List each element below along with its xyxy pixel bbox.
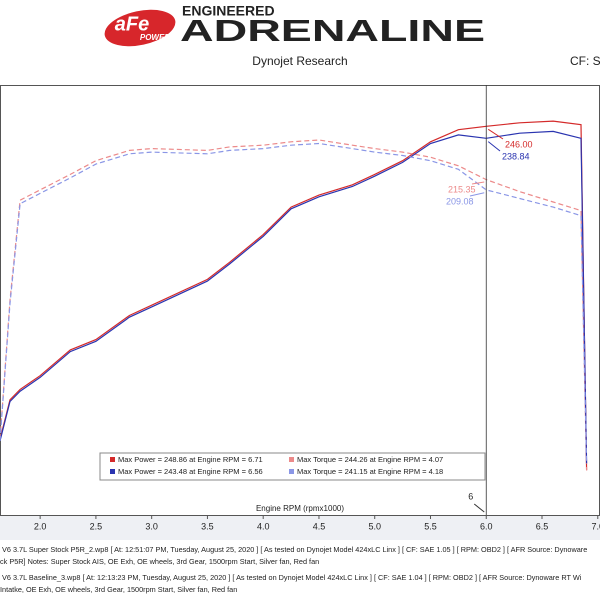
x-tick-label: 2.5 <box>90 521 103 531</box>
legend-label: Max Power = 243.48 at Engine RPM = 6.56 <box>118 467 263 476</box>
torque-line <box>0 139 588 471</box>
x-tick-label: 5.5 <box>424 521 437 531</box>
x-tick-label: 3.5 <box>201 521 214 531</box>
x-axis-label: Engine RPM (rpmx1000) <box>256 504 344 513</box>
logo-badge <box>104 9 176 47</box>
legend-label: Max Torque = 244.26 at Engine RPM = 4.07 <box>297 455 443 464</box>
legend-label: Max Power = 248.86 at Engine RPM = 6.71 <box>118 455 263 464</box>
legend-label: Max Torque = 241.15 at Engine RPM = 4.18 <box>297 467 443 476</box>
cursor-value: 238.84 <box>502 151 530 161</box>
torque-line <box>0 142 588 464</box>
footer: V6 3.7L Super Stock P5R_2.wp8 [ At: 12:5… <box>0 545 587 594</box>
plot: 2.0 2.5 3.0 3.5 4.0 4.5 5.0 5.5 6.0 6.5 7.0 6 246.00… <box>0 85 600 531</box>
axis-band <box>0 515 600 540</box>
tagline-main: ADRENALINE <box>180 13 485 48</box>
footer-line: ck P5R] Notes: Super Stock AIS, OE Exh, … <box>0 557 319 566</box>
footer-line: V6 3.7L Baseline_3.wp8 [ At: 12:13:23 PM… <box>2 573 582 582</box>
tagline-top: ENGINEERED <box>182 3 275 19</box>
x-tick-label: 3.0 <box>145 521 158 531</box>
power-line <box>0 120 588 471</box>
x-tick-label: 6.5 <box>536 521 549 531</box>
x-tick-label: 2.0 <box>34 521 47 531</box>
legend-swatch <box>110 457 115 462</box>
cursor-pointer <box>487 128 504 140</box>
x-tick-label: 7.0 <box>592 521 600 531</box>
power-line <box>0 130 588 464</box>
legend-swatch <box>289 469 294 474</box>
cursor-pointer <box>471 181 485 185</box>
x-tick-label: 4.0 <box>257 521 270 531</box>
legend-swatch <box>110 469 115 474</box>
cursor-value: 209.08 <box>446 196 474 206</box>
x-tick-label: 4.5 <box>313 521 326 531</box>
footer-line: Intatke, OE Exh, OE wheels, 3rd Gear, 15… <box>0 585 237 594</box>
x-tick-label: 6.0 <box>480 521 493 531</box>
legend-swatch <box>289 457 294 462</box>
cursor-value: 215.35 <box>448 184 476 194</box>
cursor-arrow <box>473 503 485 513</box>
cursor-label: 6 <box>468 491 473 501</box>
cursor-pointer <box>469 192 485 197</box>
cursor-pointer <box>487 141 501 152</box>
logo-sub: POWER <box>140 33 170 42</box>
cursor-value: 246.00 <box>505 139 533 149</box>
footer-line: V6 3.7L Super Stock P5R_2.wp8 [ At: 12:5… <box>2 545 587 554</box>
chart-title: Dynojet Research <box>252 54 347 68</box>
correction-label: CF: SA <box>570 54 600 68</box>
x-tick-label: 5.0 <box>368 521 381 531</box>
logo-brand: aFe <box>115 13 149 35</box>
